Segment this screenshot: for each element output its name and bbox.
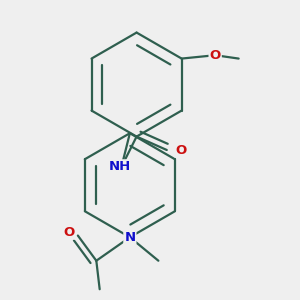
Text: N: N (124, 231, 135, 244)
Text: O: O (175, 143, 186, 157)
Text: O: O (63, 226, 74, 239)
Text: O: O (209, 49, 221, 62)
Text: NH: NH (109, 160, 131, 173)
